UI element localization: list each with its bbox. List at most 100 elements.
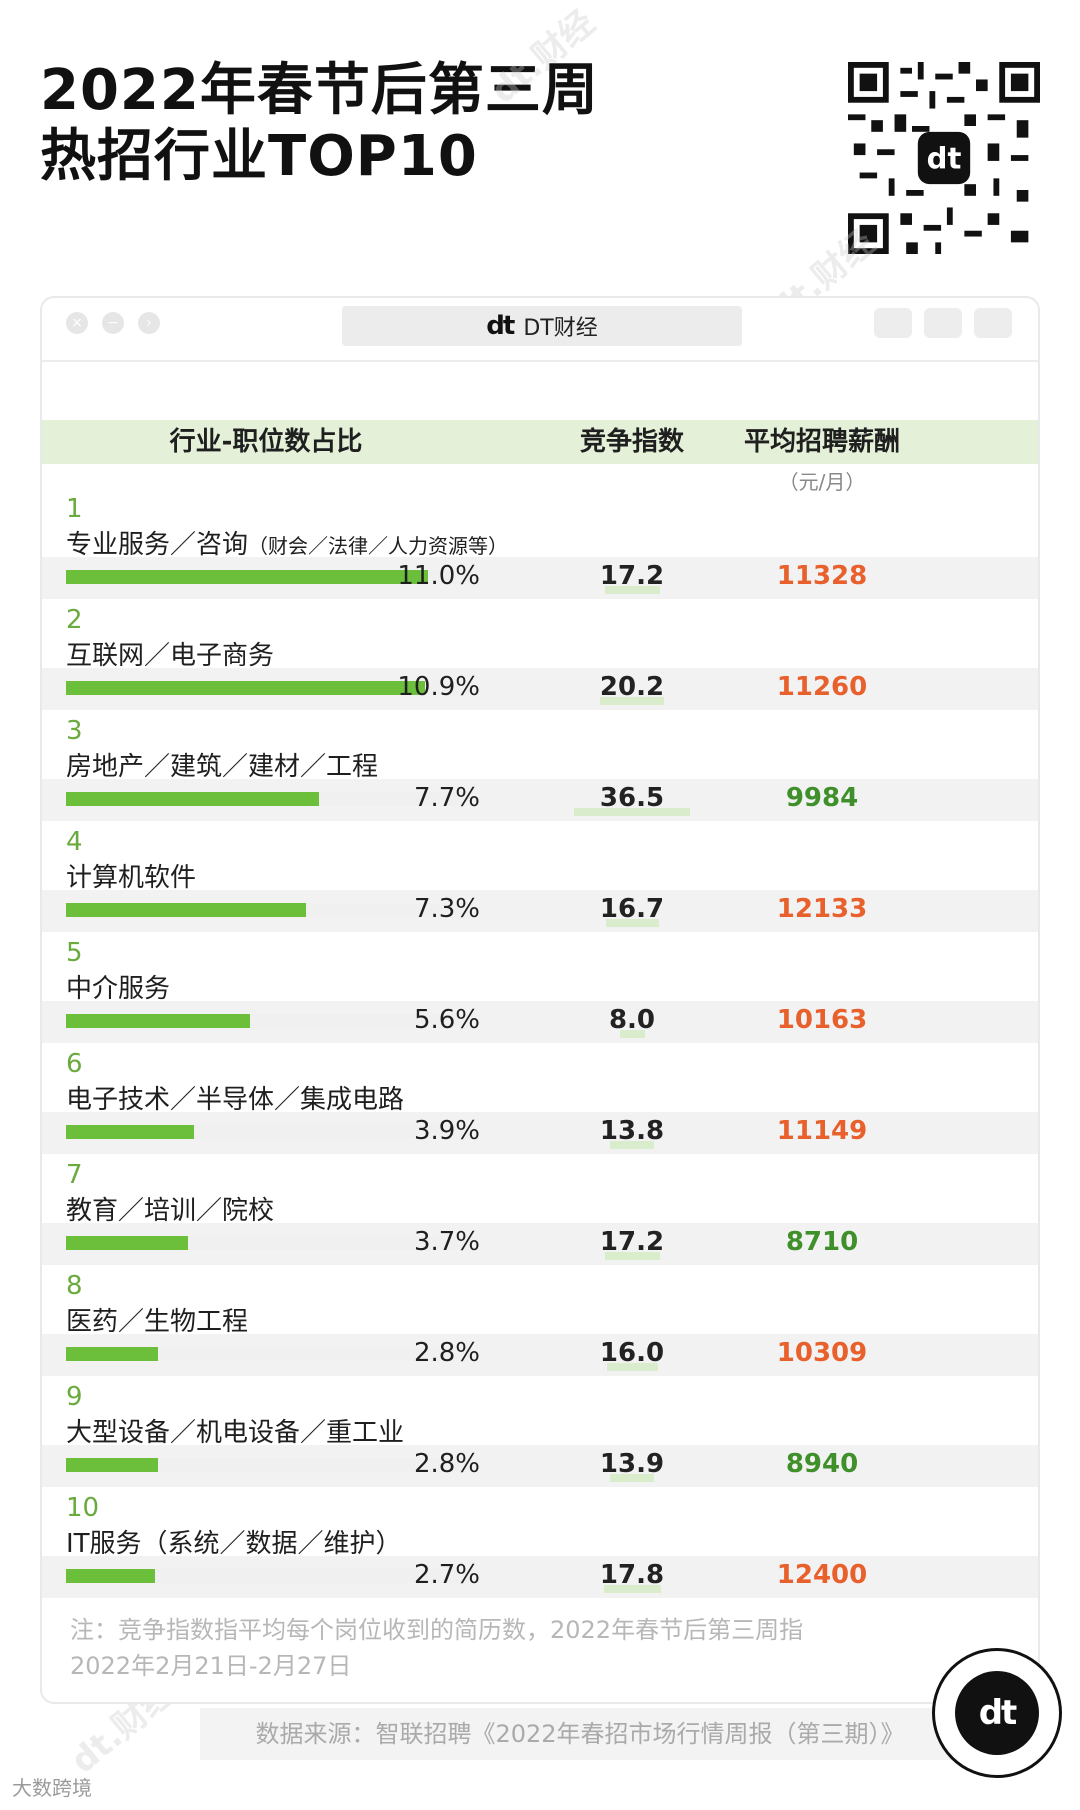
share-bar-track <box>66 1347 472 1361</box>
competition-bar <box>606 1363 658 1371</box>
industry-label: 电子技术／半导体／集成电路 <box>66 1079 404 1116</box>
share-value: 2.8% <box>413 1338 480 1368</box>
record-icon[interactable] <box>874 308 912 338</box>
competition-value: 16.0 <box>599 1338 665 1368</box>
share-value: 3.7% <box>413 1227 480 1257</box>
browser-card: × − › dt DT财经 行业-职位数占比 竞争指数 平均招聘薪酬 （元/月）… <box>40 296 1040 1704</box>
rank-number: 1 <box>66 494 83 524</box>
industry-label: 医药／生物工程 <box>66 1301 248 1338</box>
page-title: 2022年春节后第三周 热招行业TOP10 <box>40 58 599 190</box>
share-value: 11.0% <box>397 561 480 591</box>
share-bar <box>66 903 306 917</box>
footnote: 注：竞争指数指平均每个岗位收到的简历数，2022年春节后第三周指 2022年2月… <box>70 1612 830 1684</box>
industry-label: 房地产／建筑／建材／工程 <box>66 746 378 783</box>
dt-badge-logo[interactable]: dt <box>932 1648 1062 1778</box>
share-value: 2.7% <box>413 1560 480 1590</box>
share-bar <box>66 1014 250 1028</box>
share-bar <box>66 1347 158 1361</box>
title-line-2: 热招行业TOP10 <box>40 124 478 189</box>
app-name: DT财经 <box>523 316 598 341</box>
salary-value: 8710 <box>785 1227 859 1257</box>
competition-value: 13.9 <box>599 1449 665 1479</box>
qr-code-icon[interactable]: dt <box>848 62 1040 254</box>
industry-name: 互联网／电子商务 <box>66 641 275 671</box>
competition-bar <box>610 1474 654 1482</box>
industry-name: IT服务（系统／数据／维护） <box>66 1529 402 1559</box>
salary-value: 10163 <box>776 1005 868 1035</box>
share-bar <box>66 1569 155 1583</box>
rank-number: 5 <box>66 938 83 968</box>
title-line-1: 2022年春节后第三周 <box>40 58 599 123</box>
competition-value: 20.2 <box>599 672 665 702</box>
industry-label: 中介服务 <box>66 968 170 1005</box>
competition-bar <box>604 1252 660 1260</box>
competition-bar <box>619 1030 645 1038</box>
header-industry: 行业-职位数占比 <box>169 427 363 457</box>
table-row: 8 医药／生物工程 2.8% 16.0 10309 <box>42 1265 1038 1376</box>
maximize-icon[interactable]: › <box>138 312 160 334</box>
table-row: 5 中介服务 5.6% 8.0 10163 <box>42 932 1038 1043</box>
share-bar <box>66 1458 158 1472</box>
industry-name: 计算机软件 <box>66 863 197 893</box>
share-bar <box>66 570 428 584</box>
share-value: 2.8% <box>413 1449 480 1479</box>
rank-number: 6 <box>66 1049 83 1079</box>
share-value: 7.3% <box>413 894 480 924</box>
industry-label: 大型设备／机电设备／重工业 <box>66 1412 404 1449</box>
industry-note: （财会／法律／人力资源等） <box>248 534 509 558</box>
rank-number: 8 <box>66 1271 83 1301</box>
table-row: 1 专业服务／咨询（财会／法律／人力资源等） 11.0% 17.2 11328 <box>42 488 1038 599</box>
share-bar-track <box>66 1569 472 1583</box>
industry-label: 互联网／电子商务 <box>66 635 274 672</box>
salary-value: 12400 <box>776 1560 868 1590</box>
industry-label: 教育／培训／院校 <box>66 1190 274 1227</box>
header-competition: 竞争指数 <box>579 427 684 457</box>
qr-logo-text: dt <box>927 141 962 175</box>
rank-number: 9 <box>66 1382 83 1412</box>
dt-logo-icon: dt <box>486 311 515 341</box>
share-value: 10.9% <box>397 672 480 702</box>
competition-value: 17.2 <box>599 1227 665 1257</box>
footer-watermark: 大数跨境 <box>12 1776 92 1800</box>
share-bar-track <box>66 1458 472 1472</box>
competition-bar <box>604 586 660 594</box>
competition-value: 17.2 <box>599 561 665 591</box>
salary-value: 11260 <box>776 672 868 702</box>
share-bar <box>66 792 319 806</box>
share-value: 3.9% <box>413 1116 480 1146</box>
window-titlebar: × − › dt DT财经 <box>42 298 1038 362</box>
minimize-icon[interactable]: − <box>102 312 124 334</box>
industry-name: 电子技术／半导体／集成电路 <box>66 1085 405 1115</box>
rank-number: 10 <box>66 1493 100 1523</box>
competition-bar <box>605 919 659 927</box>
close-icon[interactable]: × <box>66 312 88 334</box>
salary-value: 12133 <box>776 894 868 924</box>
header-salary: 平均招聘薪酬 <box>743 427 900 457</box>
competition-value: 16.7 <box>599 894 665 924</box>
table-header: 行业-职位数占比 竞争指数 平均招聘薪酬 <box>42 420 1038 464</box>
competition-value: 8.0 <box>608 1005 656 1035</box>
share-icon[interactable] <box>924 308 962 338</box>
share-value: 7.7% <box>413 783 480 813</box>
industry-name: 医药／生物工程 <box>66 1307 249 1337</box>
table-row: 3 房地产／建筑／建材／工程 7.7% 36.5 9984 <box>42 710 1038 821</box>
share-value: 5.6% <box>413 1005 480 1035</box>
copy-icon[interactable] <box>974 308 1012 338</box>
competition-bar <box>600 697 664 705</box>
table-row: 6 电子技术／半导体／集成电路 3.9% 13.8 11149 <box>42 1043 1038 1154</box>
industry-name: 中介服务 <box>66 974 171 1004</box>
address-bar[interactable]: dt DT财经 <box>342 306 742 346</box>
rank-number: 7 <box>66 1160 83 1190</box>
salary-value: 11149 <box>776 1116 868 1146</box>
industry-name: 房地产／建筑／建材／工程 <box>66 752 379 782</box>
data-source: 数据来源：智联招聘《2022年春招市场行情周报（第三期）》 <box>200 1708 960 1760</box>
industry-name: 专业服务／咨询 <box>66 530 249 560</box>
rank-number: 2 <box>66 605 83 635</box>
table-row: 10 IT服务（系统／数据／维护） 2.7% 17.8 12400 <box>42 1487 1038 1598</box>
salary-value: 10309 <box>776 1338 868 1368</box>
salary-value: 9984 <box>785 783 859 813</box>
rank-number: 3 <box>66 716 83 746</box>
share-bar <box>66 681 425 695</box>
industry-name: 教育／培训／院校 <box>66 1196 275 1226</box>
industry-label: 计算机软件 <box>66 857 196 894</box>
